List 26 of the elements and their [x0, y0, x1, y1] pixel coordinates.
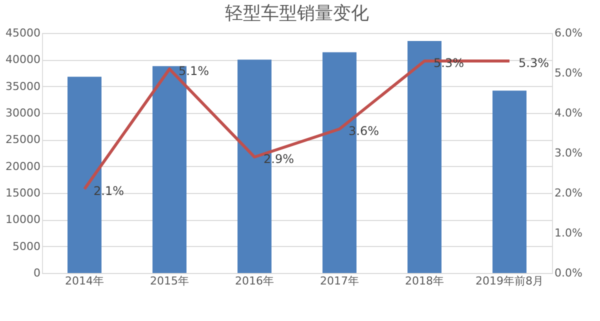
x-tick-label: 2019年前8月 [476, 274, 544, 288]
chart-title: 轻型车型销量变化 [225, 3, 369, 24]
y-tick-label: 5000 [12, 240, 40, 253]
x-tick-label: 2016年 [235, 274, 274, 288]
y2-tick-label: 3.0% [554, 146, 582, 160]
x-tick-label: 2015年 [150, 274, 189, 288]
y-tick-label: 35000 [6, 80, 40, 93]
y-tick-label: 10000 [6, 213, 40, 226]
y2-tick-label: 4.0% [554, 106, 582, 120]
y2-tick-label: 6.0% [554, 26, 582, 40]
y-tick-label: 15000 [6, 186, 40, 200]
x-tick-label: 2017年 [320, 274, 359, 288]
bar [492, 90, 526, 273]
y2-tick-label: 2.0% [554, 186, 582, 200]
x-tick-label: 2014年 [65, 274, 104, 288]
y2-tick-label: 1.0% [554, 226, 582, 240]
y2-tick-label: 0.0% [554, 266, 582, 280]
y-tick-label: 0 [34, 266, 40, 280]
data-label: 5.3% [518, 56, 549, 70]
y-tick-label: 40000 [6, 53, 40, 66]
y2-tick-label: 5.0% [554, 66, 582, 80]
x-tick-label: 2018年 [405, 274, 444, 288]
y-tick-label: 30000 [6, 106, 40, 120]
y-tick-label: 20000 [6, 160, 40, 173]
y-tick-label: 45000 [6, 26, 40, 40]
y-tick-label: 25000 [6, 133, 40, 146]
